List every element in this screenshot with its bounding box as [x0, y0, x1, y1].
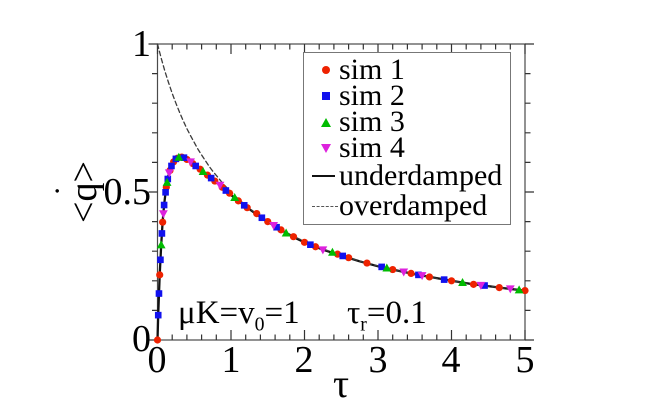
legend-entry: sim 1	[312, 53, 510, 86]
legend-label: sim 2	[339, 79, 405, 112]
legend-label: sim 3	[339, 105, 405, 138]
legend: sim 1 sim 2 sim 3 sim 4 underdamped over…	[303, 52, 511, 225]
sim3-triangle-up-icon	[312, 117, 339, 127]
x-tick-label: 0	[147, 339, 167, 381]
y-tick-label: 1	[132, 23, 151, 65]
y-axis-label: <q ˙ >	[49, 161, 105, 223]
annotation-parameters: μK=v0=1	[178, 295, 300, 336]
legend-label: sim 4	[339, 131, 405, 164]
sim4-triangle-down-icon	[312, 143, 339, 153]
x-tick-label: 3	[368, 339, 388, 381]
legend-entry: overdamped	[312, 191, 510, 221]
y-tick-label: 0.5	[103, 171, 152, 213]
angle-bracket-left: <	[63, 201, 105, 223]
sim-3-points	[156, 152, 524, 294]
sim-4-points	[158, 158, 515, 294]
sim1-circle-icon	[312, 66, 339, 74]
legend-entry: underdamped	[312, 161, 510, 191]
legend-label: underdamped	[339, 159, 503, 192]
legend-entry: sim 2	[312, 79, 510, 112]
sim2-square-icon	[312, 92, 339, 100]
legend-entry: sim 3	[312, 105, 510, 138]
x-axis-label: τ	[332, 361, 350, 406]
x-tick-label: 1	[221, 339, 241, 381]
legend-label: overdamped	[339, 189, 488, 222]
annotation-tau-r: τr=0.1	[347, 295, 427, 336]
solid-line-icon	[312, 175, 339, 177]
legend-label: sim 1	[339, 53, 405, 86]
angle-bracket-right: >	[63, 161, 105, 183]
x-tick-label: 2	[294, 339, 314, 381]
x-tick-label: 4	[441, 339, 461, 381]
overdot: ˙	[48, 185, 86, 197]
y-tick-label: 0	[132, 318, 151, 360]
x-tick-label: 5	[515, 339, 535, 381]
legend-entry: sim 4	[312, 131, 510, 164]
dashed-line-icon	[312, 205, 339, 207]
